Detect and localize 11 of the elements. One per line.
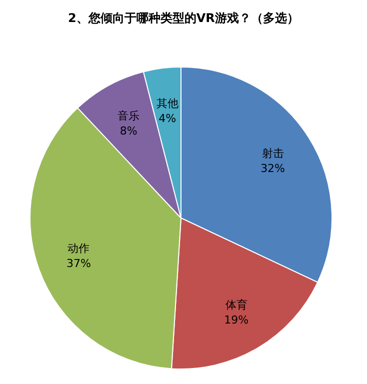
data-label: 37% xyxy=(66,256,91,270)
slice-label: 体育 xyxy=(225,298,248,312)
chart-title: 2、您倾向于哪种类型的VR游戏？（多选） xyxy=(68,11,299,25)
slice-label: 射击 xyxy=(262,146,284,160)
slice-label: 动作 xyxy=(68,242,90,255)
data-label: 4% xyxy=(158,112,176,126)
data-label: 32% xyxy=(260,162,286,175)
slice-label: 其他 xyxy=(156,97,178,110)
slice-label: 音乐 xyxy=(118,110,140,123)
data-label: 8% xyxy=(120,124,138,138)
data-label: 19% xyxy=(224,314,249,327)
